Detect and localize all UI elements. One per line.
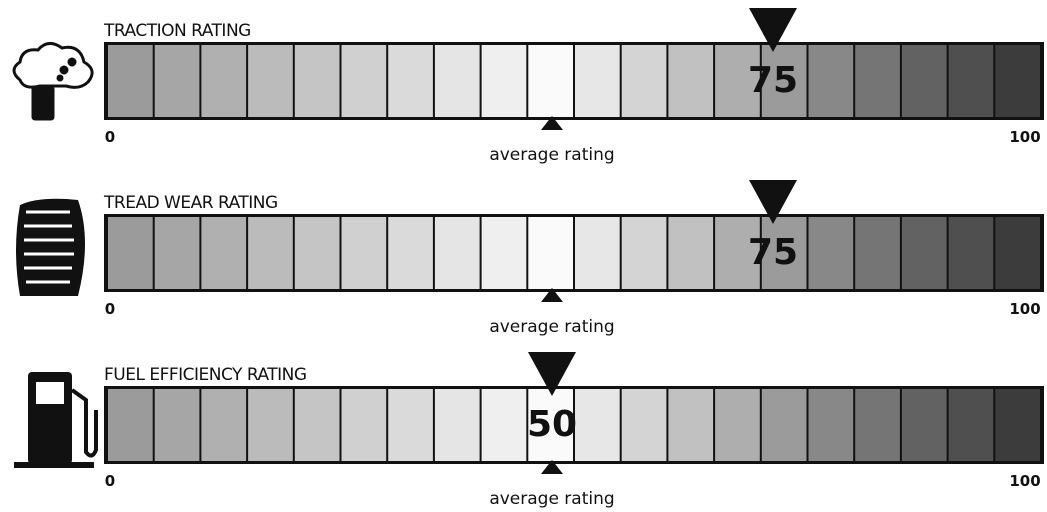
gauge-segment	[808, 45, 854, 117]
gauge-segment	[434, 389, 480, 461]
gauge-segment	[248, 389, 293, 461]
gauge-segment	[248, 217, 293, 289]
gauge-segment	[388, 217, 433, 289]
average-marker	[541, 116, 563, 130]
gauge-segment	[108, 45, 153, 117]
gauge-segment	[761, 217, 807, 289]
gauge-segment	[668, 45, 714, 117]
tread-icon	[16, 198, 85, 296]
gauge-segment	[154, 389, 200, 461]
gauge-segment	[715, 217, 760, 289]
gauge-segment	[341, 389, 387, 461]
max-label: 100	[1009, 128, 1040, 146]
value-label: 75	[748, 60, 798, 101]
gauge-segment	[948, 45, 994, 117]
min-label: 0	[105, 300, 115, 318]
gauge-segment	[294, 45, 340, 117]
gauge-segment	[995, 45, 1040, 117]
average-label: average rating	[489, 145, 614, 165]
gauge-segment	[668, 217, 714, 289]
value-marker	[528, 352, 576, 396]
rating-title: TRACTION RATING	[103, 21, 251, 41]
gauge-segment	[901, 45, 947, 117]
rating-title: FUEL EFFICIENCY RATING	[104, 365, 307, 385]
gauge-segment	[108, 389, 153, 461]
fuel-pump-icon	[14, 372, 98, 468]
gauge-segment	[388, 45, 433, 117]
gauge-segment	[481, 217, 527, 289]
gauge-segment	[668, 389, 714, 461]
gauge-segment	[808, 389, 854, 461]
gauge-segment	[855, 45, 900, 117]
gauge-segment	[434, 217, 480, 289]
traction-icon	[12, 42, 94, 121]
gauge-segment	[481, 45, 527, 117]
value-marker	[749, 8, 797, 52]
gauge-segment	[761, 45, 807, 117]
gauge-segment	[855, 389, 900, 461]
gauge-segment	[995, 217, 1040, 289]
gauge-segment	[621, 45, 667, 117]
average-marker	[541, 460, 563, 474]
gauge-segment	[901, 389, 947, 461]
max-label: 100	[1009, 300, 1040, 318]
gauge-segment	[715, 389, 760, 461]
gauge-segment	[108, 217, 153, 289]
gauge-segment	[575, 217, 620, 289]
rating-title: TREAD WEAR RATING	[103, 193, 278, 213]
gauge-segment	[248, 45, 293, 117]
average-label: average rating	[489, 317, 614, 337]
gauge-segment	[995, 389, 1040, 461]
min-label: 0	[105, 128, 115, 146]
gauge-segment	[388, 389, 433, 461]
gauge-segment	[528, 389, 573, 461]
gauge-segment	[434, 45, 480, 117]
max-label: 100	[1009, 472, 1040, 490]
gauge-segment	[855, 217, 900, 289]
gauge-segment	[341, 217, 387, 289]
gauge-segment	[528, 217, 573, 289]
gauge-segment	[481, 389, 527, 461]
average-label: average rating	[489, 489, 614, 509]
gauge-segment	[341, 45, 387, 117]
min-label: 0	[105, 472, 115, 490]
gauge-segment	[901, 217, 947, 289]
gauge-segment	[201, 217, 247, 289]
gauge-segment	[761, 389, 807, 461]
gauge-segment	[528, 45, 573, 117]
gauge-segment	[154, 45, 200, 117]
gauge-segment	[948, 217, 994, 289]
gauge-segment	[575, 45, 620, 117]
value-marker	[749, 180, 797, 224]
gauge-segment	[201, 45, 247, 117]
gauge-segment	[715, 45, 760, 117]
gauge-segment	[621, 389, 667, 461]
gauge-segment	[575, 389, 620, 461]
gauge-segment	[294, 217, 340, 289]
gauge-segment	[154, 217, 200, 289]
value-label: 50	[527, 404, 577, 445]
average-marker	[541, 288, 563, 302]
gauge-segment	[621, 217, 667, 289]
value-label: 75	[748, 232, 798, 273]
gauge-segment	[201, 389, 247, 461]
gauge-segment	[294, 389, 340, 461]
gauge-segment	[948, 389, 994, 461]
gauge-segment	[808, 217, 854, 289]
